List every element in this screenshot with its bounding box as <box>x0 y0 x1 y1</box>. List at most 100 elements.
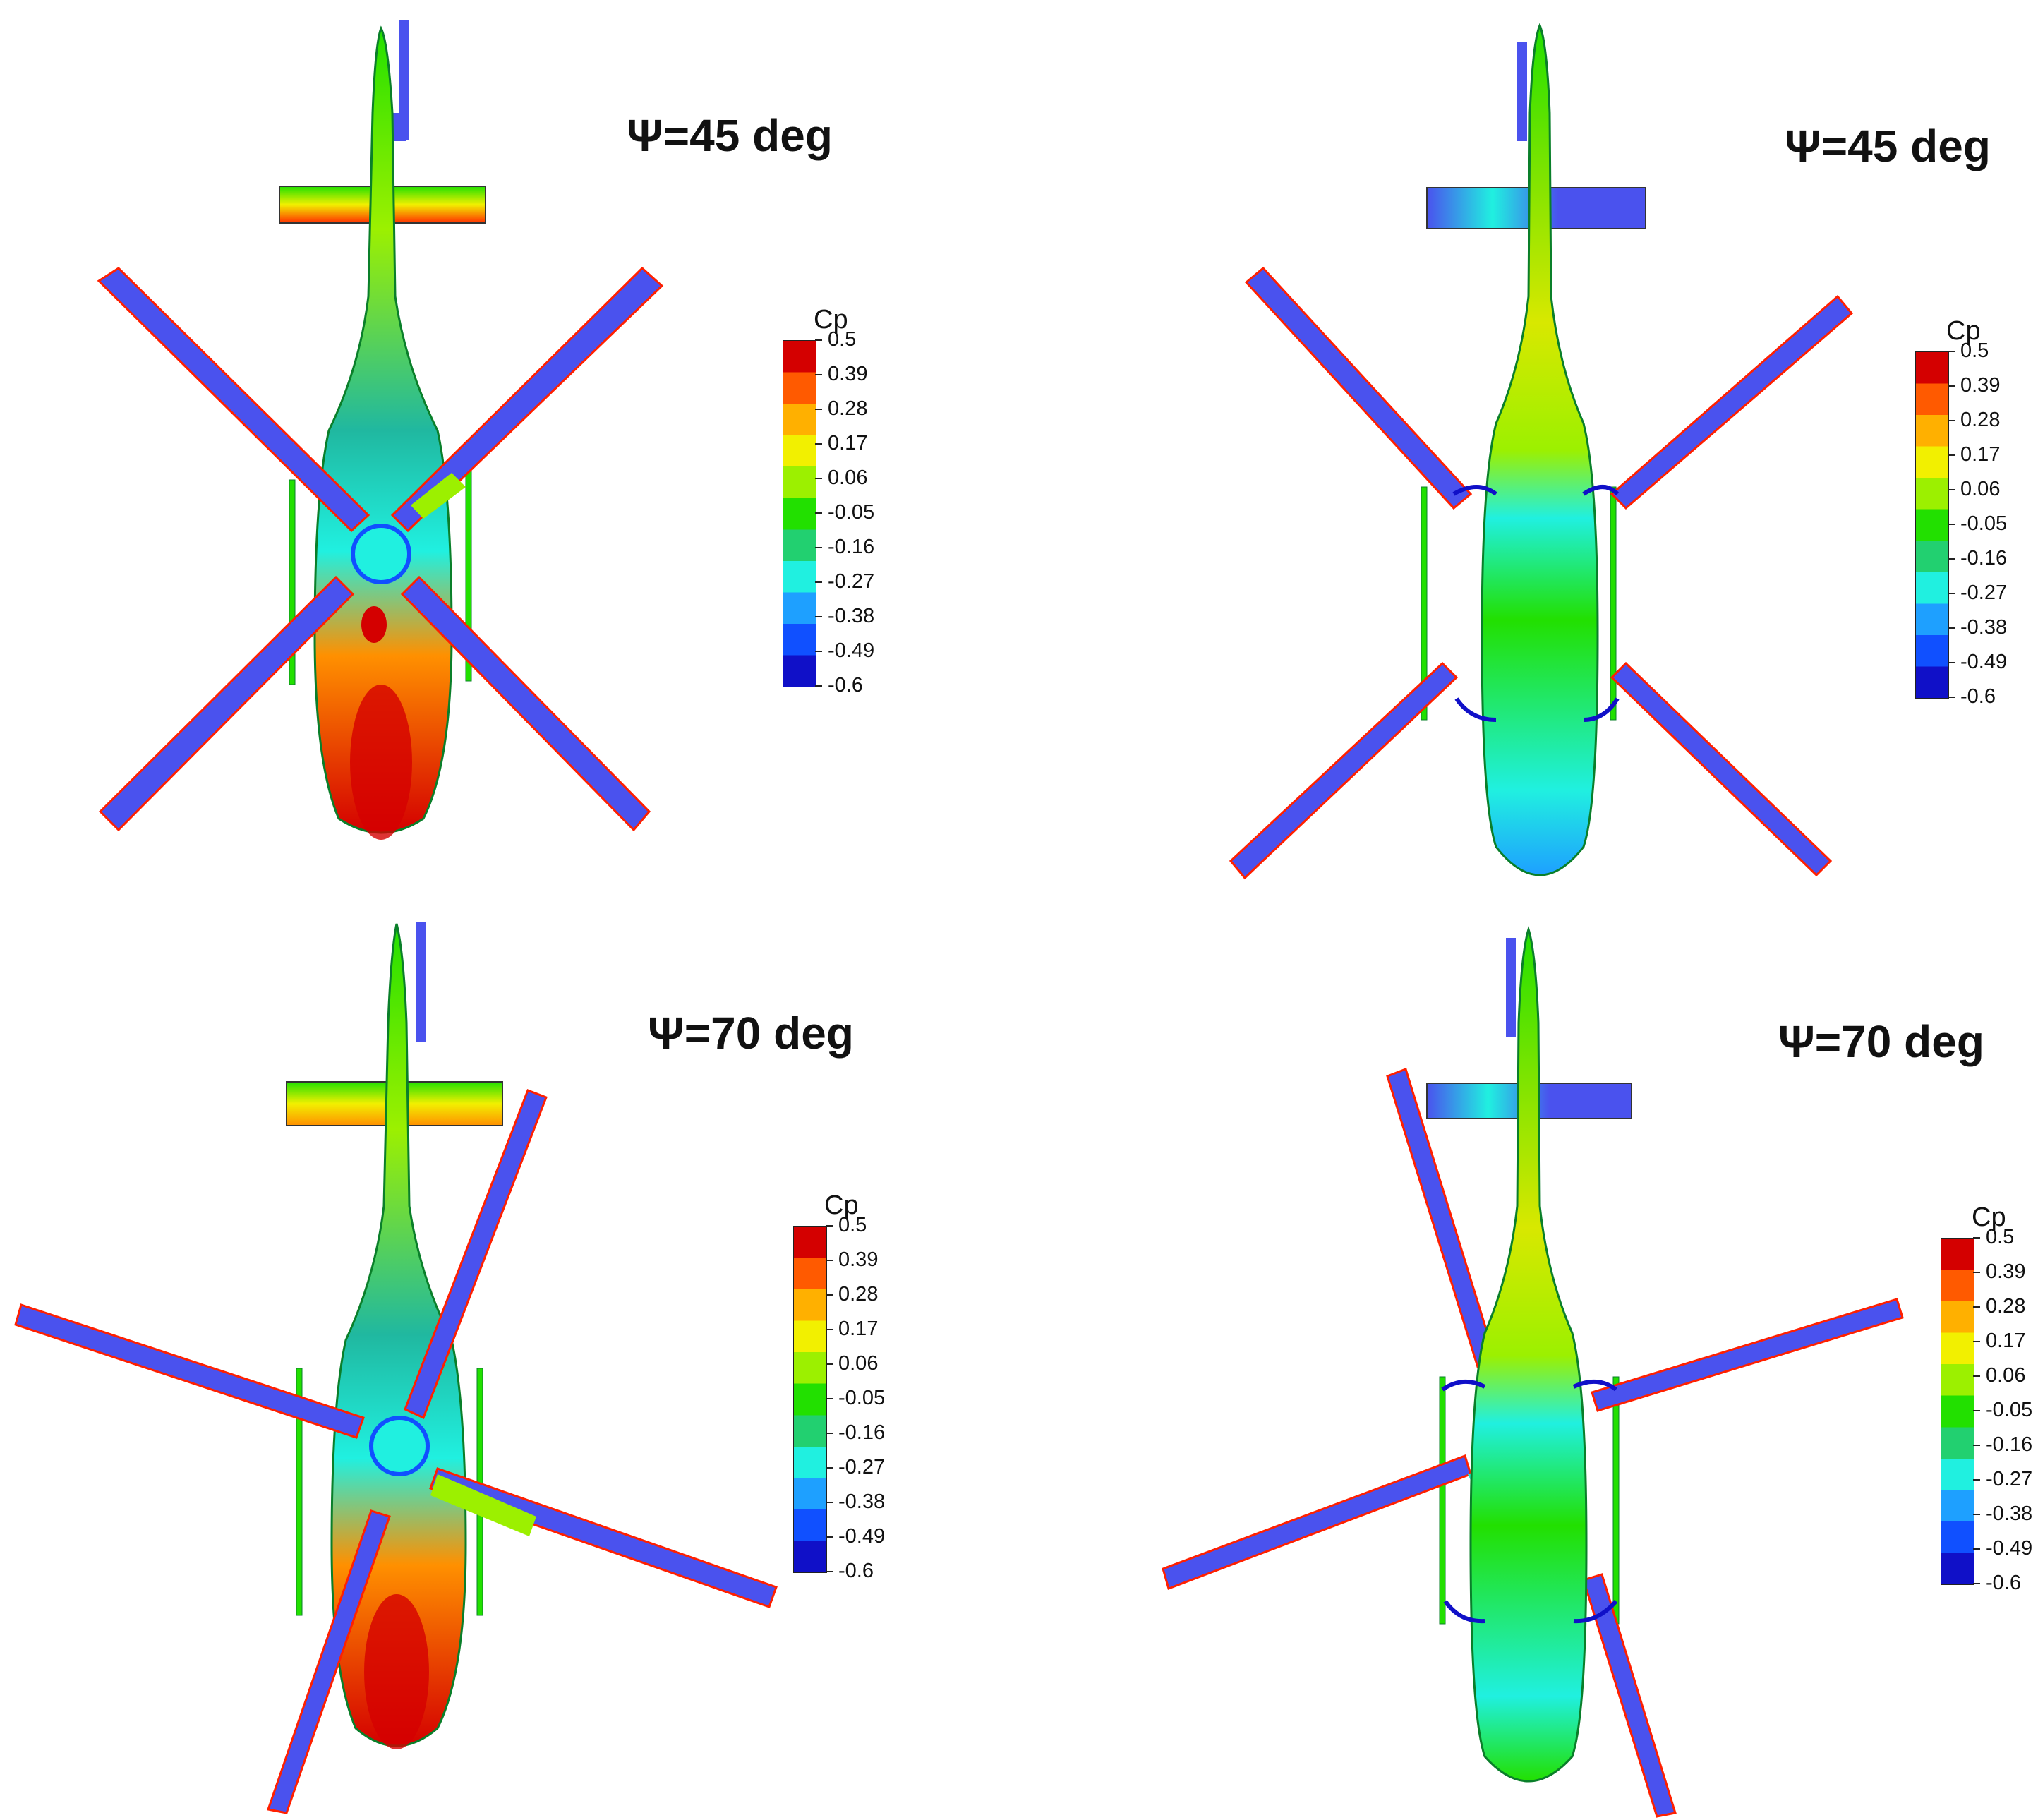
legend-tick <box>1973 1445 1980 1446</box>
legend-tick <box>1973 1514 1980 1515</box>
panel-bottom-right: Ψ=70 deg Cp 0.5 0.39 0.28 0.17 0.06 -0.05 -0.1… <box>1019 910 2038 1819</box>
legend-label: -0.27 <box>1960 581 2008 604</box>
legend-tick <box>826 1294 833 1296</box>
legend-label: 0.17 <box>838 1318 879 1340</box>
helicopter-cp-contour <box>14 922 778 1814</box>
legend-tick <box>815 651 822 652</box>
panel-title: Ψ=45 deg <box>627 110 833 161</box>
legend-tick <box>826 1536 833 1538</box>
legend-tick <box>1948 558 1955 560</box>
legend-tick <box>826 1329 833 1330</box>
legend-tick <box>815 581 822 583</box>
panel-title: Ψ=70 deg <box>1778 1016 1984 1067</box>
legend-label: 0.5 <box>1960 339 1989 362</box>
helicopter-cp-contour <box>97 20 664 840</box>
legend-tick <box>1973 1583 1980 1584</box>
legend-label: 0.06 <box>838 1352 879 1375</box>
legend-label: -0.16 <box>1986 1433 2033 1456</box>
cp-legend: Cp 0.5 0.39 0.28 0.17 0.06 -0.05 -0.16 -0.27 -0.… <box>782 1191 923 1586</box>
legend-label: 0.39 <box>1960 374 2001 397</box>
panel-top-right: Ψ=45 deg Cp 0.5 0.39 0.28 0.17 0.06 -0.05 -0.1… <box>1019 0 2038 910</box>
legend-label: 0.5 <box>828 328 857 351</box>
legend-label: 0.17 <box>828 432 868 454</box>
legend-label: -0.6 <box>828 674 863 697</box>
legend-label: -0.49 <box>1960 651 2008 673</box>
legend-colorbar <box>783 340 816 687</box>
helicopter-cp-contour <box>1162 925 1904 1818</box>
legend-tick <box>1973 1272 1980 1273</box>
legend-label: -0.27 <box>828 570 875 593</box>
cp-legend: Cp 0.5 0.39 0.28 0.17 0.06 -0.05 -0.16 -0.27 -0.… <box>1904 316 2038 711</box>
legend-tick <box>1973 1410 1980 1411</box>
legend-tick <box>1948 697 1955 698</box>
legend-label: -0.38 <box>828 605 875 627</box>
legend-label: -0.49 <box>828 639 875 662</box>
legend-tick <box>1948 454 1955 456</box>
legend-label: -0.05 <box>828 501 875 524</box>
legend-tick <box>815 339 822 341</box>
legend-tick <box>826 1363 833 1365</box>
legend-label: -0.49 <box>1986 1537 2033 1560</box>
legend-label: -0.05 <box>1986 1399 2033 1421</box>
legend-tick <box>815 685 822 687</box>
legend-tick <box>815 478 822 479</box>
legend-label: 0.5 <box>1986 1226 2015 1248</box>
legend-tick <box>815 409 822 410</box>
legend-label: 0.06 <box>1960 478 2001 500</box>
legend-label: -0.6 <box>838 1560 874 1582</box>
legend-colorbar <box>1915 351 1949 699</box>
legend-label: -0.38 <box>1960 616 2008 639</box>
legend-tick <box>826 1502 833 1503</box>
legend-label: -0.38 <box>838 1490 886 1513</box>
legend-label: 0.5 <box>838 1214 867 1236</box>
legend-tick <box>1948 385 1955 387</box>
legend-tick <box>1948 489 1955 490</box>
legend-label: -0.49 <box>838 1525 886 1548</box>
legend-label: 0.28 <box>838 1283 879 1306</box>
legend-label: 0.28 <box>1986 1295 2026 1318</box>
legend-tick <box>1973 1479 1980 1481</box>
legend-tick <box>1973 1237 1980 1239</box>
legend-tick <box>1948 524 1955 525</box>
legend-label: 0.06 <box>828 466 868 489</box>
legend-label: -0.27 <box>838 1456 886 1478</box>
legend-title: Cp <box>824 1191 859 1220</box>
legend-tick <box>826 1225 833 1227</box>
legend-tick <box>1973 1548 1980 1550</box>
helicopter-cp-contour <box>1229 23 1854 880</box>
legend-title: Cp <box>1972 1203 2006 1232</box>
legend-label: -0.27 <box>1986 1468 2033 1490</box>
legend-tick <box>1973 1341 1980 1342</box>
legend-tick <box>826 1467 833 1469</box>
legend-tick <box>815 443 822 445</box>
cp-legend: Cp 0.5 0.39 0.28 0.17 0.06 -0.05 -0.16 -0.27 -0.… <box>771 305 912 700</box>
legend-tick <box>815 616 822 617</box>
legend-tick <box>826 1571 833 1572</box>
legend-tick <box>815 512 822 514</box>
legend-label: -0.6 <box>1986 1572 2021 1594</box>
panel-top-left: Ψ=45 deg Cp 0.5 0.39 0.28 0.17 0.06 -0.05 -0.1… <box>0 0 1019 910</box>
legend-tick <box>815 374 822 375</box>
legend-label: 0.39 <box>1986 1260 2026 1283</box>
legend-tick <box>815 547 822 548</box>
legend-tick <box>1948 662 1955 663</box>
legend-colorbar <box>793 1226 827 1573</box>
legend-label: 0.17 <box>1986 1330 2026 1352</box>
legend-tick <box>826 1398 833 1399</box>
legend-tick <box>1948 593 1955 594</box>
legend-label: -0.16 <box>1960 547 2008 569</box>
legend-label: 0.28 <box>828 397 868 420</box>
legend-label: -0.6 <box>1960 685 1996 708</box>
panel-title: Ψ=45 deg <box>1785 121 1991 171</box>
legend-label: -0.38 <box>1986 1502 2033 1525</box>
legend-tick <box>1948 627 1955 629</box>
legend-tick <box>826 1433 833 1434</box>
legend-tick <box>1948 420 1955 421</box>
legend-tick <box>1948 351 1955 352</box>
legend-label: -0.05 <box>1960 512 2008 535</box>
legend-label: -0.16 <box>828 536 875 558</box>
legend-label: 0.06 <box>1986 1364 2026 1387</box>
legend-tick <box>826 1260 833 1261</box>
legend-label: 0.39 <box>838 1248 879 1271</box>
legend-label: -0.05 <box>838 1387 886 1409</box>
